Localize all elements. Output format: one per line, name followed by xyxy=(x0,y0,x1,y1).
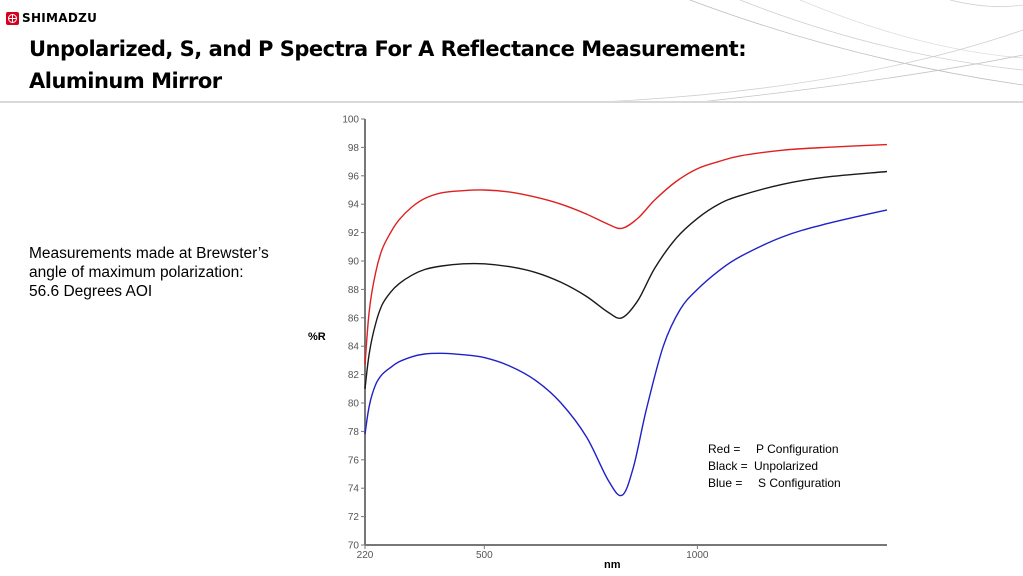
y-tick-label: 96 xyxy=(348,171,360,182)
legend-key-black: Black = xyxy=(708,459,748,473)
y-tick-label: 88 xyxy=(348,285,360,296)
reflectance-chart: 70 72 74 76 78 80 82 84 86 88 90 92 94 96 98 100 220 500… xyxy=(308,115,888,571)
measurement-note: Measurements made at Brewster’s angle of… xyxy=(29,244,329,301)
y-tick-label: 90 xyxy=(348,257,360,268)
y-tick-label: 98 xyxy=(348,143,360,154)
y-axis-title: %R xyxy=(308,331,326,343)
legend-key-blue: Blue = xyxy=(708,476,742,490)
y-tick-label: 92 xyxy=(348,228,360,239)
legend-label-black: Unpolarized xyxy=(754,459,818,473)
slide-title: Unpolarized, S, and P Spectra For A Refl… xyxy=(29,33,747,97)
y-tick-label: 82 xyxy=(348,370,360,381)
slide-title-line-2: Aluminum Mirror xyxy=(29,69,222,93)
y-tick-label: 80 xyxy=(348,399,360,410)
x-tick-label: 500 xyxy=(476,550,493,561)
series-line-s-configuration xyxy=(364,209,888,497)
brand-name: SHIMADZU xyxy=(22,11,98,25)
x-tick-label: 1000 xyxy=(686,550,709,561)
y-tick-label: 100 xyxy=(342,115,359,126)
note-line-1: Measurements made at Brewster’s xyxy=(29,245,269,262)
y-tick-label: 72 xyxy=(348,512,360,523)
y-tick-label: 84 xyxy=(348,342,360,353)
y-tick-label: 70 xyxy=(348,541,360,552)
series-lines xyxy=(364,143,888,497)
legend-key-red: Red = xyxy=(708,442,740,456)
y-tick-label: 86 xyxy=(348,313,360,324)
title-divider xyxy=(0,101,1023,103)
y-tick-label: 74 xyxy=(348,484,360,495)
y-tick-label: 78 xyxy=(348,427,360,438)
slide-title-line-1: Unpolarized, S, and P Spectra For A Refl… xyxy=(29,37,747,61)
series-line-unpolarized xyxy=(364,170,888,389)
y-tick-label: 76 xyxy=(348,455,360,466)
legend: Red = P Configuration Black = Unpolarize… xyxy=(708,442,841,490)
legend-label-red: P Configuration xyxy=(756,442,839,456)
y-tick-label: 94 xyxy=(348,200,360,211)
x-tick-label: 220 xyxy=(357,550,374,561)
series-line-p-configuration xyxy=(364,143,888,365)
shimadzu-logo-icon xyxy=(6,11,19,25)
shimadzu-logo: SHIMADZU xyxy=(6,11,97,25)
x-axis-title: nm xyxy=(604,559,621,571)
note-line-3: 56.6 Degrees AOI xyxy=(29,283,153,300)
y-axis-ticks: 70 72 74 76 78 80 82 84 86 88 90 92 94 96 98 100 xyxy=(342,115,365,552)
legend-label-blue: S Configuration xyxy=(758,476,841,490)
x-axis-ticks: 220 500 1000 xyxy=(357,545,709,561)
note-line-2: angle of maximum polarization: xyxy=(29,264,244,281)
